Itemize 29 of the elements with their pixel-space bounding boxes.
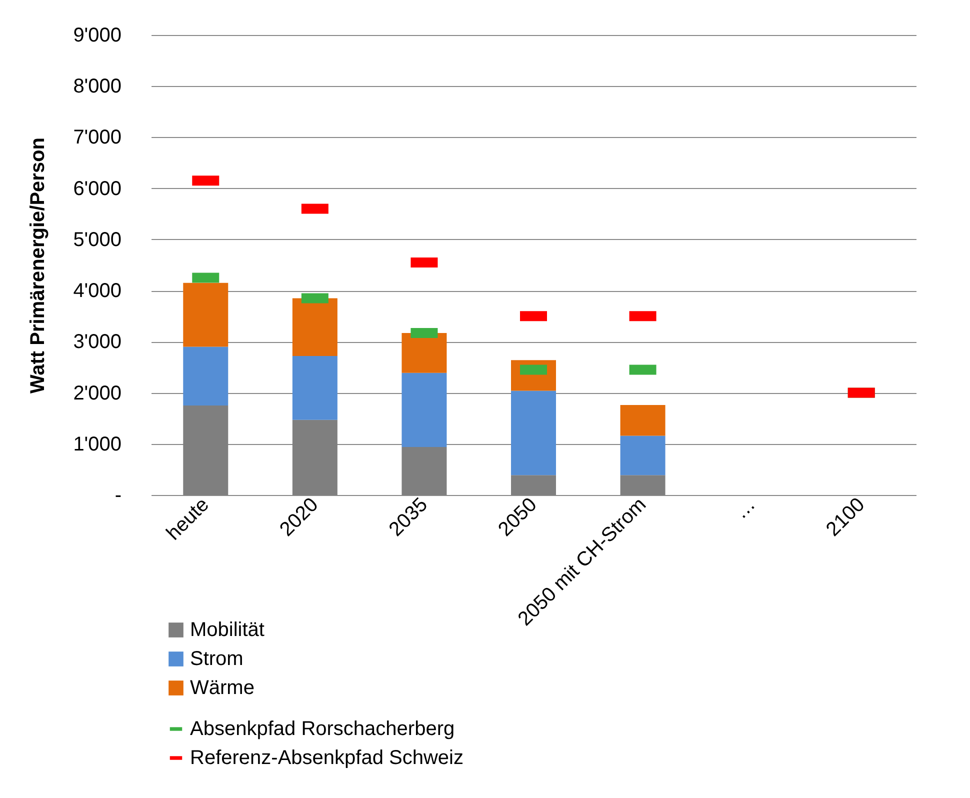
y-tick-label: 1'000	[73, 433, 122, 456]
legend-label: Strom	[190, 648, 244, 670]
y-axis-title: Watt Primärenergie/Person	[27, 137, 50, 394]
y-tick-label: 4'000	[73, 280, 122, 302]
bar	[511, 475, 556, 495]
bar	[511, 390, 556, 476]
legend-label: Referenz-Absenkpfad Schweiz	[190, 747, 464, 769]
bar	[402, 332, 447, 373]
bar	[620, 475, 666, 495]
y-tick-label: 7'000	[73, 126, 122, 149]
bar	[292, 298, 338, 356]
y-tick-label: 9'000	[73, 24, 122, 46]
bar	[620, 405, 666, 436]
x-tick-label: …	[730, 494, 760, 524]
bar	[183, 282, 228, 347]
y-tick-label: 5'000	[73, 228, 122, 251]
y-tick-label: 3'000	[73, 331, 122, 354]
y-tick-label: 8'000	[73, 76, 122, 98]
bar	[402, 446, 447, 495]
bar	[402, 372, 447, 447]
y-tick-label: -	[114, 484, 122, 506]
y-tick-label: 2'000	[73, 382, 122, 404]
bar	[620, 436, 666, 476]
bar	[292, 356, 338, 420]
bar	[183, 346, 228, 406]
legend-label: Wärme	[190, 677, 254, 699]
legend-label: Absenkpfad Rorschacherberg	[190, 718, 455, 740]
y-tick-label: 6'000	[73, 178, 122, 200]
legend-label: Mobilität	[190, 619, 265, 641]
